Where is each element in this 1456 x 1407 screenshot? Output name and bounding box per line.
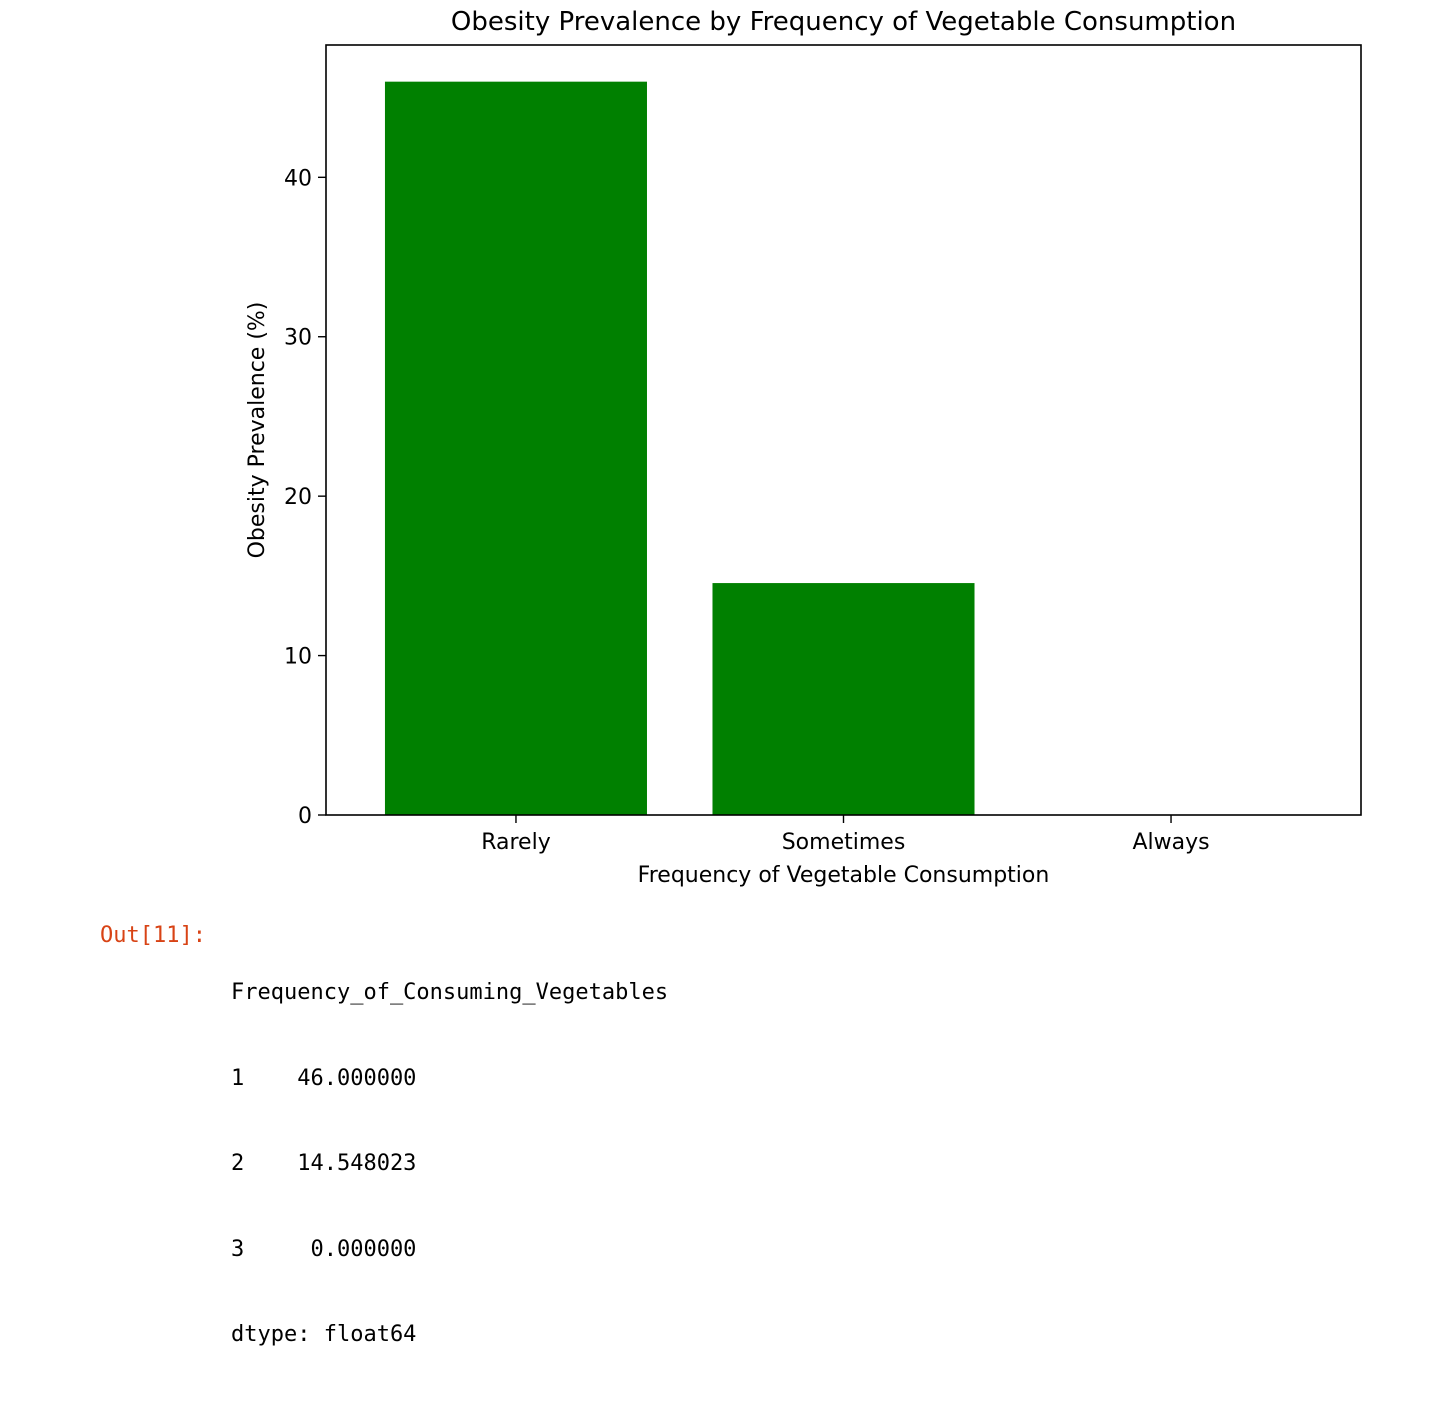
y-axis-label: Obesity Prevalence (%): [245, 302, 270, 559]
output-line: Frequency_of_Consuming_Vegetables: [231, 980, 669, 1005]
y-tick-label: 40: [284, 166, 312, 191]
chart-title: Obesity Prevalence by Frequency of Veget…: [451, 7, 1236, 37]
y-tick-label: 20: [284, 485, 312, 510]
output-line: dtype: float64: [231, 1322, 417, 1347]
x-axis-ticks: Rarely Sometimes Always: [481, 815, 1210, 855]
y-tick-label: 10: [284, 645, 312, 670]
output-line: 3 0.000000: [231, 1236, 417, 1262]
x-tick-label: Sometimes: [782, 830, 906, 855]
output-line: 2 14.548023: [231, 1151, 417, 1176]
output-prompt: Out[11]:: [100, 923, 206, 948]
y-tick-label: 0: [298, 804, 312, 829]
x-tick-label: Always: [1132, 830, 1209, 855]
bar-rarely: [384, 81, 647, 815]
bar-chart: Obesity Prevalence by Frequency of Veget…: [245, 7, 1362, 888]
y-axis-ticks: 0 10 20 30 40: [284, 166, 326, 829]
bars-layer: [384, 81, 975, 815]
output-text: Frequency_of_Consuming_Vegetables 1 46.0…: [231, 922, 668, 1407]
y-tick-label: 30: [284, 326, 312, 351]
output-line: 1 46.000000: [231, 1065, 417, 1091]
x-axis-label: Frequency of Vegetable Consumption: [638, 863, 1050, 888]
x-tick-label: Rarely: [481, 830, 551, 855]
bar-sometimes: [712, 583, 975, 815]
